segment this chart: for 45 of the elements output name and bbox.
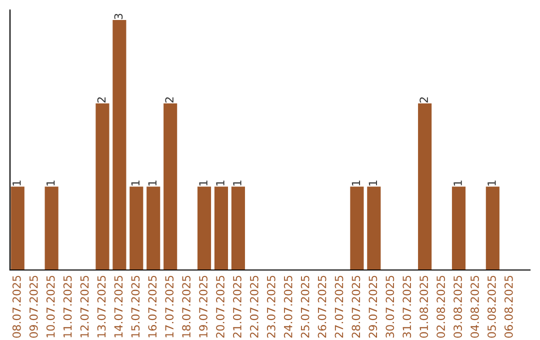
data-label: 2 — [97, 97, 106, 103]
data-label: 1 — [233, 180, 242, 186]
x-tick-label: 26.07.2025 — [318, 276, 326, 338]
x-tick-label: 03.08.2025 — [454, 276, 462, 338]
x-tick-label: 24.07.2025 — [284, 276, 292, 338]
data-label: 1 — [352, 180, 360, 186]
x-tick-label: 13.07.2025 — [97, 276, 106, 338]
x-tick-label: 22.07.2025 — [250, 276, 258, 338]
data-label: 2 — [420, 97, 428, 103]
x-tick-label: 09.07.2025 — [29, 276, 38, 338]
x-tick-label: 27.07.2025 — [334, 276, 344, 338]
x-tick-label: 10.07.2025 — [46, 276, 55, 338]
data-label: 1 — [454, 180, 462, 186]
data-label: 3 — [114, 14, 123, 20]
x-tick-label: 29.07.2025 — [368, 276, 378, 338]
x-tick-label: 08.07.2025 — [12, 276, 21, 338]
data-label: 1 — [199, 180, 208, 186]
data-label: 1 — [12, 180, 21, 186]
x-tick-label: 04.08.2025 — [470, 276, 479, 338]
x-tick-label: 30.07.2025 — [386, 276, 394, 338]
x-tick-label: 17.07.2025 — [165, 276, 174, 338]
x-tick-label: 21.07.2025 — [233, 276, 242, 338]
data-label: 1 — [148, 180, 156, 186]
data-label: 1 — [488, 180, 496, 186]
x-tick-label: 18.07.2025 — [182, 276, 191, 338]
x-tick-label: 28.07.2025 — [352, 276, 360, 338]
x-tick-label: 14.07.2025 — [114, 276, 123, 338]
x-tick-label: 19.07.2025 — [199, 276, 208, 338]
x-tick-label: 16.07.2025 — [148, 276, 157, 338]
x-tick-label: 02.08.2025 — [436, 276, 445, 338]
x-tick-label: 06.08.2025 — [504, 276, 513, 338]
x-tick-label: 15.07.2025 — [131, 276, 140, 338]
data-label: 1 — [131, 180, 140, 186]
data-label: 1 — [368, 180, 377, 186]
data-label: 1 — [216, 180, 224, 186]
x-tick-label: 20.07.2025 — [216, 276, 224, 338]
x-tick-label: 12.07.2025 — [80, 276, 89, 338]
x-tick-label: 11.07.2025 — [63, 276, 72, 338]
data-label: 1 — [46, 180, 55, 186]
data-label: 2 — [165, 97, 174, 103]
x-tick-label: 05.08.2025 — [487, 276, 496, 338]
x-tick-label: 01.08.2025 — [420, 276, 428, 338]
x-tick-label: 23.07.2025 — [266, 276, 276, 338]
x-tick-label: 31.07.2025 — [402, 276, 412, 338]
x-tick-label: 25.07.2025 — [300, 276, 310, 338]
